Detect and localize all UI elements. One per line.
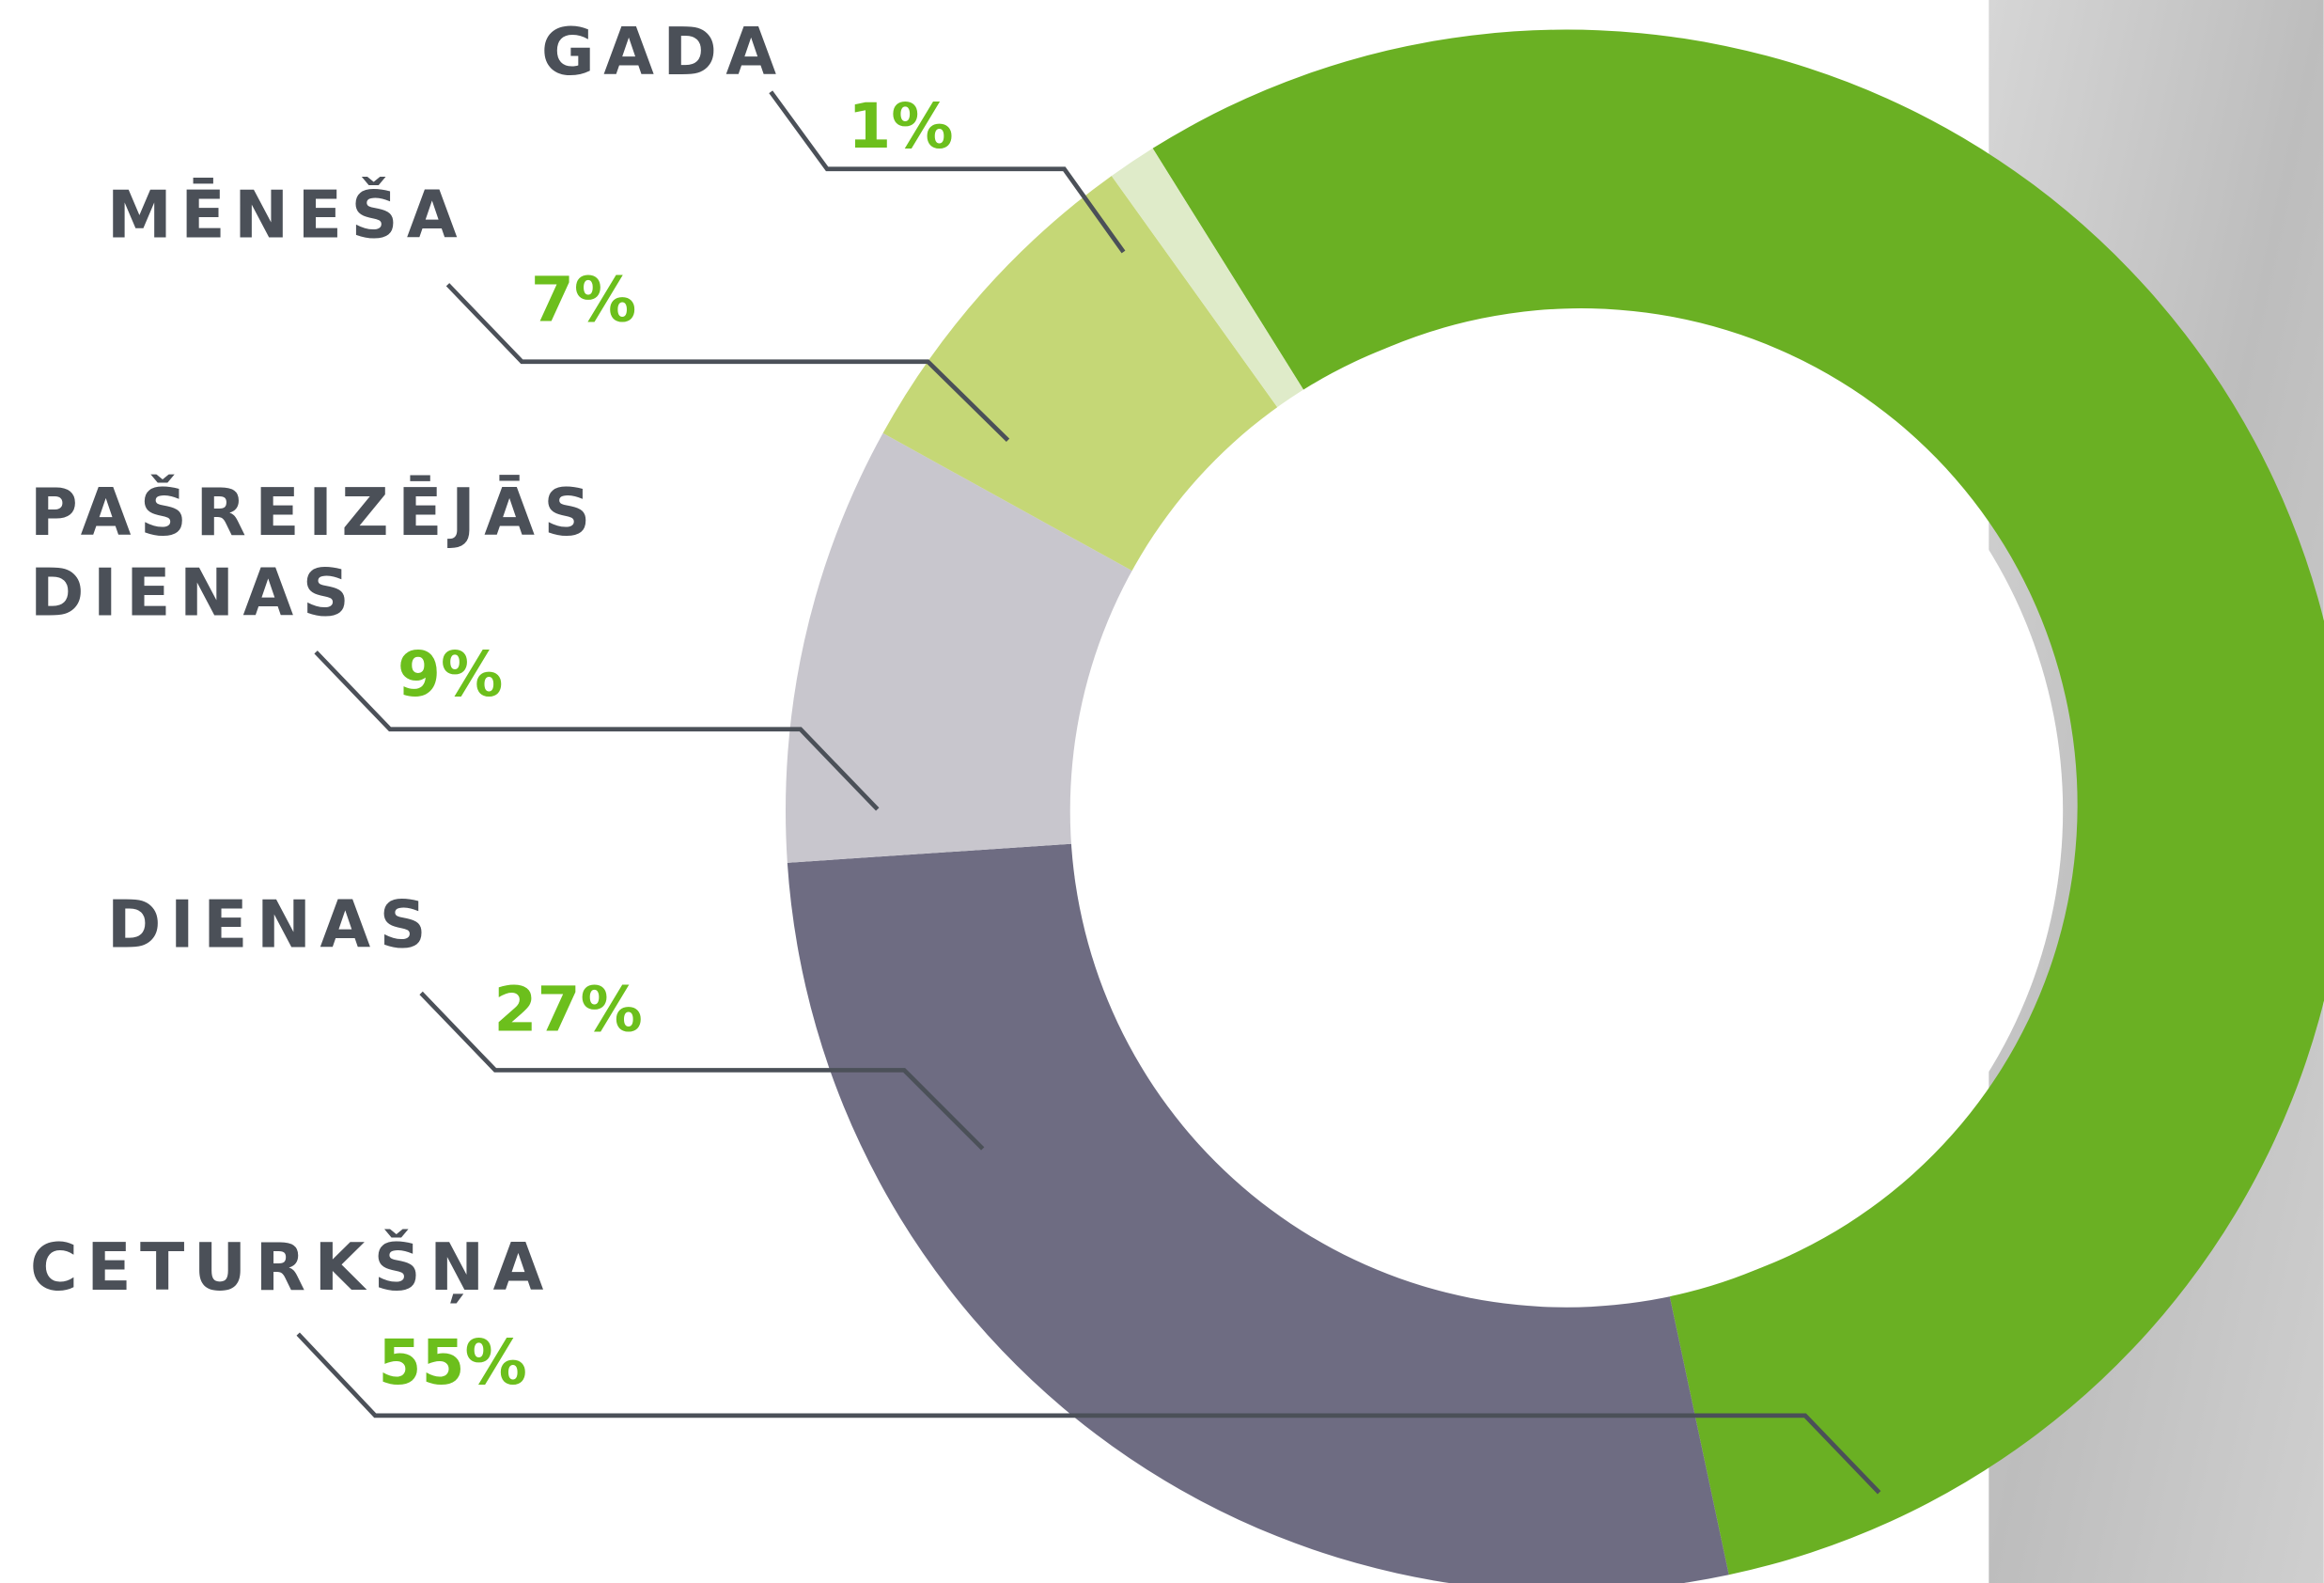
value-label: 7% (531, 263, 636, 336)
page: CETURKŠŅA 55% DIENAS 27% PAŠREIZĒJĀS DIENAS9… (0, 0, 2324, 1583)
chart: CETURKŠŅA 55% DIENAS 27% PAŠREIZĒJĀS DIENAS9… (0, 0, 2324, 1583)
category-label: GADA (541, 15, 786, 90)
value-label: 1% (848, 90, 953, 163)
category-label: CETURKŠŅA (30, 1229, 553, 1306)
value-label: 55% (378, 1326, 526, 1399)
category-label: MĒNEŠA (107, 176, 466, 253)
category-label: DIENAS (107, 888, 435, 964)
category-label-box: PAŠREIZĒJĀS DIENAS (30, 475, 652, 652)
value-label: 9% (398, 638, 503, 711)
value-label: 27% (493, 974, 643, 1046)
category-label: PAŠREIZĒJĀS DIENAS (30, 475, 623, 635)
donut-hole (1070, 314, 2063, 1307)
